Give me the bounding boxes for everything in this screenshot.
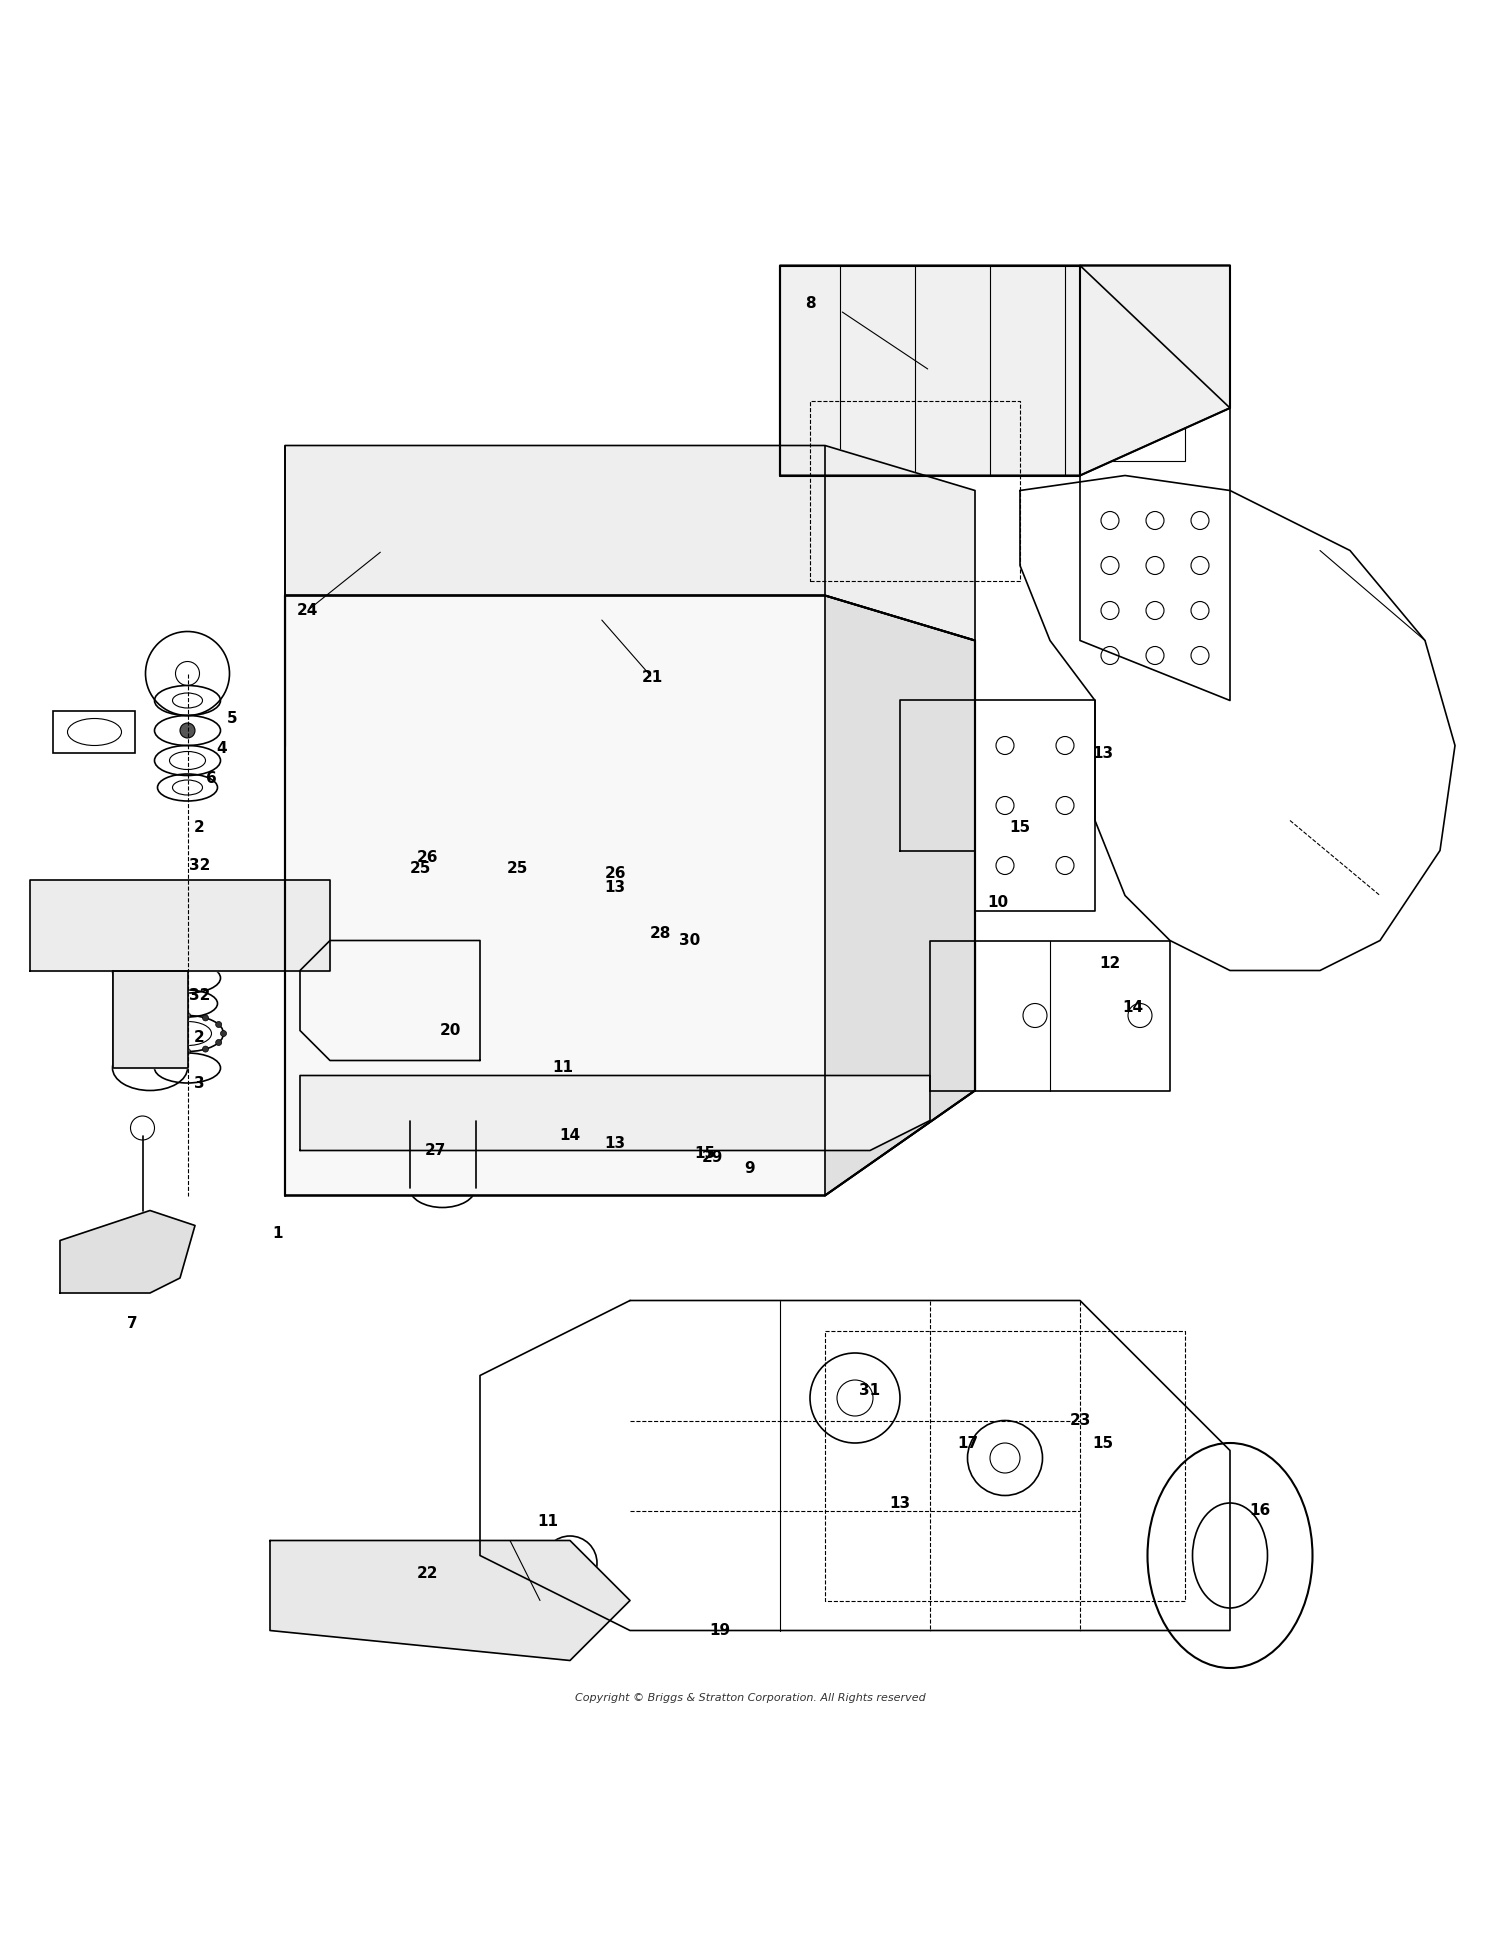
Circle shape	[441, 1112, 459, 1130]
Circle shape	[166, 1046, 172, 1052]
Text: 10: 10	[987, 895, 1008, 910]
Text: 11: 11	[552, 1060, 573, 1075]
Text: 28: 28	[650, 926, 670, 941]
Text: 23: 23	[1070, 1413, 1090, 1429]
Text: 32: 32	[189, 858, 210, 873]
Circle shape	[184, 1013, 190, 1019]
Text: 15: 15	[1092, 1436, 1113, 1450]
Circle shape	[561, 1112, 579, 1130]
Text: 29: 29	[702, 1151, 723, 1165]
Text: 24: 24	[297, 604, 318, 617]
Text: 31: 31	[859, 1384, 880, 1398]
Text: 25: 25	[507, 862, 528, 875]
Text: 5: 5	[226, 710, 238, 726]
Text: Copyright © Briggs & Stratton Corporation. All Rights reserved: Copyright © Briggs & Stratton Corporatio…	[574, 1693, 926, 1702]
Polygon shape	[30, 881, 330, 970]
Text: 32: 32	[189, 988, 210, 1003]
Text: 11: 11	[537, 1514, 558, 1528]
Text: 20: 20	[440, 1023, 460, 1038]
Circle shape	[216, 1040, 222, 1046]
Text: 8: 8	[804, 295, 816, 311]
Bar	[53, 710, 135, 753]
Text: 14: 14	[560, 1128, 580, 1143]
Text: 21: 21	[642, 670, 663, 685]
Text: 30: 30	[680, 934, 700, 947]
Polygon shape	[60, 1211, 195, 1293]
Text: 14: 14	[1122, 1000, 1143, 1015]
Polygon shape	[825, 596, 975, 1196]
Text: 19: 19	[710, 1623, 730, 1638]
Circle shape	[674, 1134, 692, 1153]
Bar	[1095, 371, 1185, 460]
Circle shape	[202, 1046, 208, 1052]
Text: 13: 13	[890, 1495, 910, 1510]
Circle shape	[531, 872, 549, 889]
Polygon shape	[300, 1075, 930, 1151]
Polygon shape	[270, 1541, 630, 1660]
Text: 17: 17	[957, 1436, 978, 1450]
Circle shape	[153, 1021, 159, 1027]
Text: 15: 15	[694, 1145, 715, 1161]
Text: 13: 13	[1092, 745, 1113, 761]
Text: 15: 15	[1010, 821, 1031, 835]
Text: 2: 2	[194, 821, 206, 835]
Circle shape	[771, 1134, 789, 1153]
Circle shape	[148, 1031, 154, 1036]
Circle shape	[651, 1112, 669, 1130]
Text: 9: 9	[744, 1161, 756, 1176]
Text: 16: 16	[1250, 1502, 1270, 1518]
Circle shape	[220, 1031, 226, 1036]
Circle shape	[816, 1112, 834, 1130]
Circle shape	[180, 722, 195, 738]
Circle shape	[184, 1048, 190, 1054]
Text: 7: 7	[126, 1316, 138, 1330]
Polygon shape	[285, 446, 975, 641]
Circle shape	[153, 1040, 159, 1046]
Text: 4: 4	[216, 741, 228, 755]
Text: 1: 1	[273, 1225, 282, 1240]
Text: 26: 26	[604, 866, 625, 881]
Polygon shape	[285, 596, 975, 1196]
Polygon shape	[780, 266, 1230, 476]
Text: 27: 27	[424, 1143, 445, 1159]
Text: 26: 26	[417, 850, 438, 866]
Text: 12: 12	[1100, 955, 1120, 970]
Text: 6: 6	[206, 771, 218, 786]
Text: 22: 22	[417, 1566, 438, 1582]
Circle shape	[216, 1021, 222, 1027]
Circle shape	[741, 1112, 759, 1130]
Text: 25: 25	[410, 862, 430, 875]
Circle shape	[166, 1015, 172, 1021]
Text: 2: 2	[194, 1031, 206, 1046]
Polygon shape	[112, 970, 188, 1068]
Text: 13: 13	[604, 881, 625, 895]
Text: 13: 13	[604, 1135, 625, 1151]
Text: 3: 3	[194, 1075, 206, 1091]
Circle shape	[202, 1015, 208, 1021]
